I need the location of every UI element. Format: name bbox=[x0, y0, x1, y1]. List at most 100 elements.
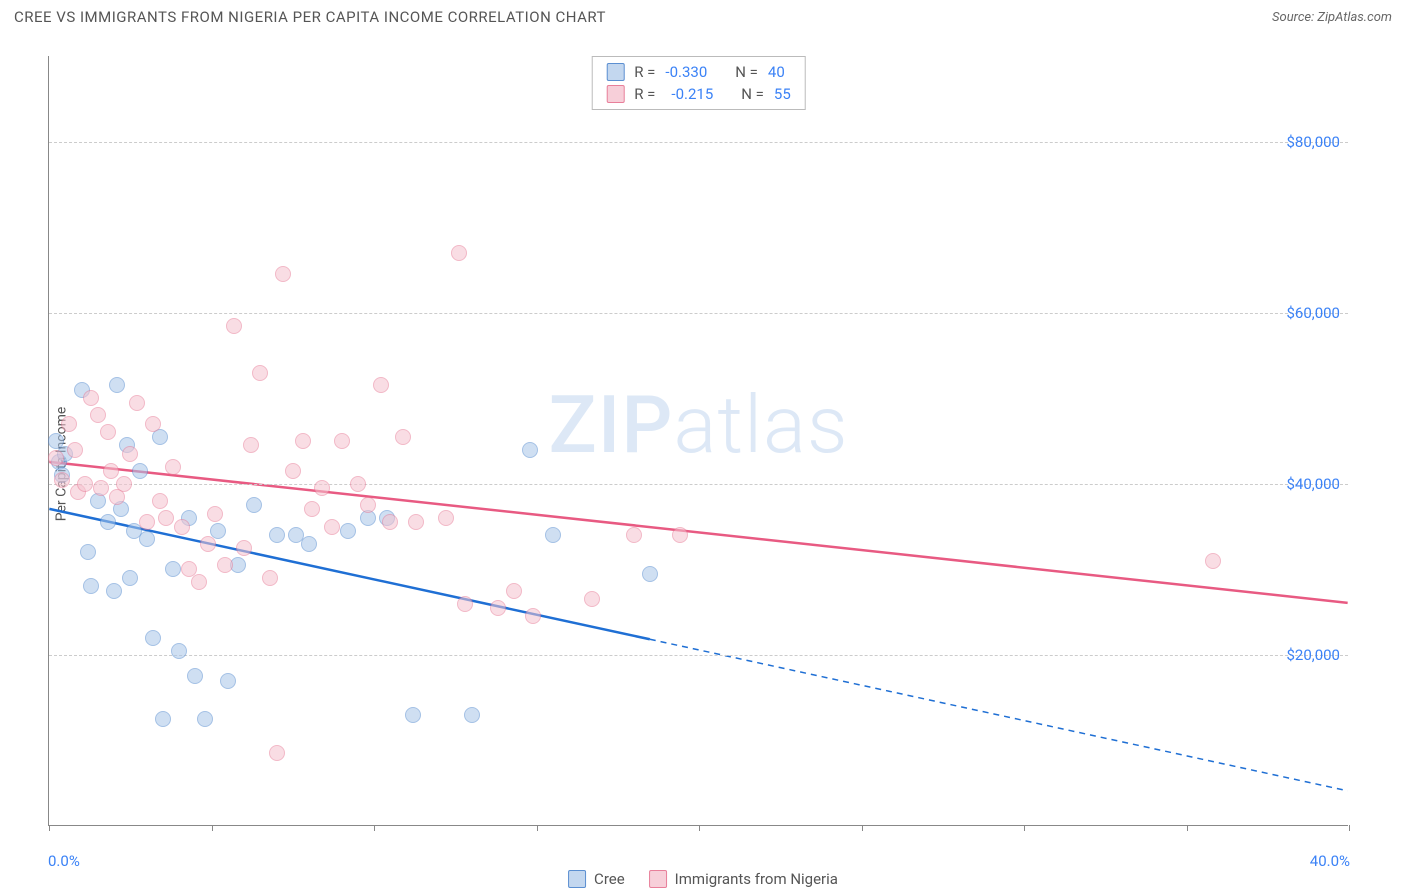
gridline bbox=[49, 484, 1348, 485]
data-point bbox=[584, 591, 600, 607]
data-point bbox=[132, 463, 148, 479]
data-point bbox=[451, 245, 467, 261]
data-point bbox=[262, 570, 278, 586]
gridline bbox=[49, 142, 1348, 143]
data-point bbox=[285, 463, 301, 479]
data-point bbox=[382, 514, 398, 530]
data-point bbox=[490, 600, 506, 616]
gridline bbox=[49, 313, 1348, 314]
data-point bbox=[350, 476, 366, 492]
data-point bbox=[145, 416, 161, 432]
data-point bbox=[67, 442, 83, 458]
x-tick bbox=[699, 825, 700, 831]
chart-container: Per Capita Income ZIPatlas R = -0.330 N … bbox=[0, 36, 1406, 892]
data-point bbox=[464, 707, 480, 723]
x-tick bbox=[212, 825, 213, 831]
x-tick bbox=[374, 825, 375, 831]
swatch-pink-icon bbox=[649, 870, 667, 888]
data-point bbox=[152, 493, 168, 509]
data-point bbox=[395, 429, 411, 445]
gridline bbox=[49, 655, 1348, 656]
data-point bbox=[197, 711, 213, 727]
data-point bbox=[217, 557, 233, 573]
data-point bbox=[116, 476, 132, 492]
x-tick bbox=[1349, 825, 1350, 831]
plot-area: ZIPatlas R = -0.330 N = 40 R = -0.215 N … bbox=[48, 56, 1348, 826]
data-point bbox=[100, 514, 116, 530]
data-point bbox=[83, 390, 99, 406]
data-point bbox=[252, 365, 268, 381]
data-point bbox=[243, 437, 259, 453]
data-point bbox=[83, 578, 99, 594]
data-point bbox=[139, 531, 155, 547]
data-point bbox=[106, 583, 122, 599]
data-point bbox=[122, 446, 138, 462]
data-point bbox=[191, 574, 207, 590]
data-point bbox=[77, 476, 93, 492]
swatch-blue bbox=[606, 63, 624, 81]
legend-item-nigeria: Immigrants from Nigeria bbox=[649, 870, 838, 888]
y-tick-label: $20,000 bbox=[1286, 646, 1340, 664]
watermark: ZIPatlas bbox=[549, 378, 849, 472]
data-point bbox=[626, 527, 642, 543]
legend-row-cree: R = -0.330 N = 40 bbox=[606, 61, 791, 83]
data-point bbox=[314, 480, 330, 496]
x-tick bbox=[49, 825, 50, 831]
data-point bbox=[200, 536, 216, 552]
data-point bbox=[226, 318, 242, 334]
x-tick bbox=[1024, 825, 1025, 831]
data-point bbox=[158, 510, 174, 526]
data-point bbox=[187, 668, 203, 684]
data-point bbox=[220, 673, 236, 689]
data-point bbox=[145, 630, 161, 646]
data-point bbox=[103, 463, 119, 479]
data-point bbox=[109, 377, 125, 393]
data-point bbox=[139, 514, 155, 530]
data-point bbox=[246, 497, 262, 513]
data-point bbox=[324, 519, 340, 535]
data-point bbox=[269, 527, 285, 543]
swatch-blue-icon bbox=[568, 870, 586, 888]
data-point bbox=[171, 643, 187, 659]
swatch-pink bbox=[606, 85, 624, 103]
data-point bbox=[269, 745, 285, 761]
correlation-legend: R = -0.330 N = 40 R = -0.215 N = 55 bbox=[591, 56, 806, 110]
data-point bbox=[93, 480, 109, 496]
data-point bbox=[155, 711, 171, 727]
data-point bbox=[438, 510, 454, 526]
data-point bbox=[174, 519, 190, 535]
data-point bbox=[61, 416, 77, 432]
data-point bbox=[54, 472, 70, 488]
source-attribution: Source: ZipAtlas.com bbox=[1272, 10, 1392, 25]
data-point bbox=[236, 540, 252, 556]
data-point bbox=[1205, 553, 1221, 569]
data-point bbox=[48, 450, 64, 466]
data-point bbox=[340, 523, 356, 539]
data-point bbox=[275, 266, 291, 282]
data-point bbox=[129, 395, 145, 411]
series-legend: Cree Immigrants from Nigeria bbox=[568, 870, 838, 888]
y-tick-label: $40,000 bbox=[1286, 475, 1340, 493]
x-tick bbox=[1187, 825, 1188, 831]
data-point bbox=[90, 407, 106, 423]
data-point bbox=[506, 583, 522, 599]
data-point bbox=[334, 433, 350, 449]
y-tick-label: $80,000 bbox=[1286, 133, 1340, 151]
data-point bbox=[165, 459, 181, 475]
data-point bbox=[165, 561, 181, 577]
data-point bbox=[80, 544, 96, 560]
x-axis-max-label: 40.0% bbox=[1310, 852, 1350, 870]
data-point bbox=[545, 527, 561, 543]
x-axis-min-label: 0.0% bbox=[48, 852, 80, 870]
data-point bbox=[373, 377, 389, 393]
x-tick bbox=[862, 825, 863, 831]
data-point bbox=[360, 497, 376, 513]
data-point bbox=[408, 514, 424, 530]
data-point bbox=[672, 527, 688, 543]
legend-item-cree: Cree bbox=[568, 870, 625, 888]
data-point bbox=[301, 536, 317, 552]
data-point bbox=[457, 596, 473, 612]
data-point bbox=[642, 566, 658, 582]
data-point bbox=[295, 433, 311, 449]
data-point bbox=[525, 608, 541, 624]
